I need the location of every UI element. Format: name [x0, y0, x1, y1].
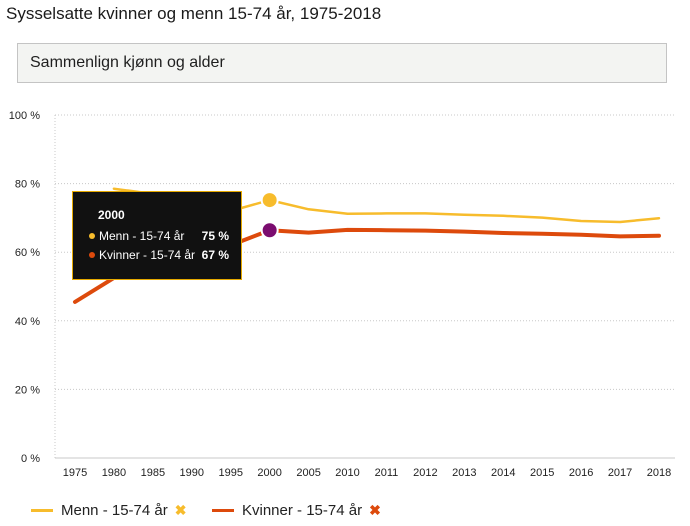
y-tick-label: 20 %: [15, 384, 40, 396]
marker-menn: [260, 191, 279, 210]
chart-markers: [260, 191, 279, 240]
legend-line-icon: [212, 508, 234, 512]
line-chart: 0 % 20 % 40 % 60 % 80 % 100 % 1975 1980 1985 199…: [9, 110, 675, 479]
tooltip-row-menn: Menn - 15-74 år 75 %: [89, 229, 229, 245]
x-tick-label: 1975: [63, 467, 87, 479]
y-tick-label: 40 %: [15, 316, 40, 328]
x-tick-label: 2018: [647, 467, 671, 479]
compare-selector[interactable]: Sammenlign kjønn og alder: [17, 43, 667, 83]
y-tick-label: 0 %: [21, 453, 40, 465]
legend-item-kvinner[interactable]: Kvinner - 15-74 år ✖: [212, 499, 381, 521]
menn-dot-icon: [89, 233, 95, 239]
y-axis-labels: 0 % 20 % 40 % 60 % 80 % 100 %: [9, 110, 40, 465]
remove-kvinner-icon[interactable]: ✖: [369, 501, 381, 518]
x-tick-label: 2010: [335, 467, 359, 479]
legend-label-kvinner: Kvinner - 15-74 år: [242, 501, 363, 519]
x-tick-label: 1995: [218, 467, 242, 479]
x-tick-label: 2011: [375, 467, 399, 479]
x-tick-label: 2000: [257, 467, 281, 479]
kvinner-dot-icon: [89, 252, 95, 258]
tooltip-label-menn: Menn - 15-74 år: [99, 229, 185, 243]
x-tick-label: 2012: [413, 467, 437, 479]
page-title: Sysselsatte kvinner og menn 15-74 år, 19…: [6, 4, 382, 23]
tooltip-label-kvinner: Kvinner - 15-74 år: [99, 248, 196, 262]
x-tick-label: 2014: [491, 467, 515, 479]
x-tick-label: 2005: [296, 467, 320, 479]
legend-item-menn[interactable]: Menn - 15-74 år ✖: [31, 499, 186, 521]
legend-line-icon: [31, 508, 53, 512]
x-axis-labels: 1975 1980 1985 1990 1995 2000 2005 2010 2011 2012…: [63, 467, 671, 479]
y-tick-label: 60 %: [15, 247, 40, 259]
x-tick-label: 1980: [102, 467, 126, 479]
chart-grid: [54, 114, 675, 459]
x-tick-label: 2015: [530, 467, 554, 479]
tooltip-value-kvinner: 67 %: [201, 248, 229, 262]
y-tick-label: 80 %: [15, 179, 40, 191]
y-tick-label: 100 %: [9, 110, 40, 122]
tooltip-row-kvinner: Kvinner - 15-74 år 67 %: [89, 248, 229, 264]
x-tick-label: 1990: [180, 467, 204, 479]
x-tick-label: 1985: [141, 467, 165, 479]
tooltip-year: 2000: [98, 208, 125, 222]
marker-kvinner: [260, 221, 279, 240]
remove-menn-icon[interactable]: ✖: [174, 501, 187, 518]
x-tick-label: 2013: [452, 467, 476, 479]
chart-tooltip: 2000 Menn - 15-74 år 75 % Kvinner - 15-7…: [72, 191, 242, 280]
x-tick-label: 2016: [569, 467, 593, 479]
x-tick-label: 2017: [608, 467, 632, 479]
legend-label-menn: Menn - 15-74 år: [61, 501, 168, 519]
tooltip-value-menn: 75 %: [201, 229, 229, 243]
